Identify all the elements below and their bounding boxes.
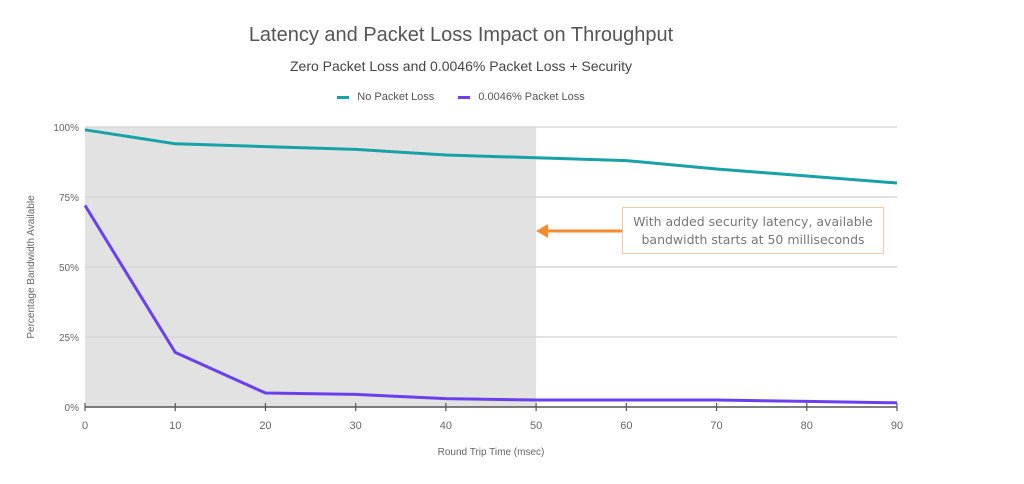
y-tick-label: 75% — [59, 193, 79, 204]
x-tick-label: 30 — [350, 420, 362, 432]
x-tick-label: 60 — [620, 420, 632, 432]
legend: No Packet Loss 0.0046% Packet Loss — [0, 91, 922, 103]
chart-title: Latency and Packet Loss Impact on Throug… — [248, 24, 674, 46]
legend-item-no-loss[interactable]: No Packet Loss — [337, 91, 434, 103]
x-tick-label: 80 — [801, 420, 813, 432]
annotation-box: With added security latency, available b… — [622, 207, 884, 254]
x-tick-label: 20 — [259, 420, 271, 432]
x-tick-label: 0 — [82, 420, 88, 432]
legend-label: 0.0046% Packet Loss — [478, 91, 585, 103]
y-tick-label: 50% — [59, 263, 79, 274]
y-tick-label: 100% — [53, 123, 79, 134]
x-tick-label: 10 — [169, 420, 181, 432]
legend-swatch — [337, 95, 350, 99]
annotation-line: With added security latency, available — [633, 214, 873, 229]
chart-subtitle: Zero Packet Loss and 0.0046% Packet Loss… — [289, 58, 633, 74]
y-tick-label: 0% — [65, 403, 80, 414]
legend-label: No Packet Loss — [357, 91, 435, 103]
y-tick-label: 25% — [59, 333, 79, 344]
x-tick-label: 70 — [710, 420, 722, 432]
x-tick-label: 40 — [440, 420, 452, 432]
series-line-no-packet-loss — [84, 128, 898, 185]
legend-swatch — [458, 95, 471, 99]
series-line-packet-loss — [83, 204, 898, 405]
y-axis-label: Percentage Bandwidth Available — [26, 195, 37, 339]
x-axis-label: Round Trip Time (msec) — [438, 447, 545, 458]
legend-item-packet-loss[interactable]: 0.0046% Packet Loss — [458, 91, 585, 103]
x-tick-label: 90 — [891, 420, 903, 432]
arrow-head-icon — [536, 224, 549, 238]
annotation-line: bandwidth starts at 50 milliseconds — [641, 232, 865, 247]
x-tick-label: 50 — [530, 420, 542, 432]
